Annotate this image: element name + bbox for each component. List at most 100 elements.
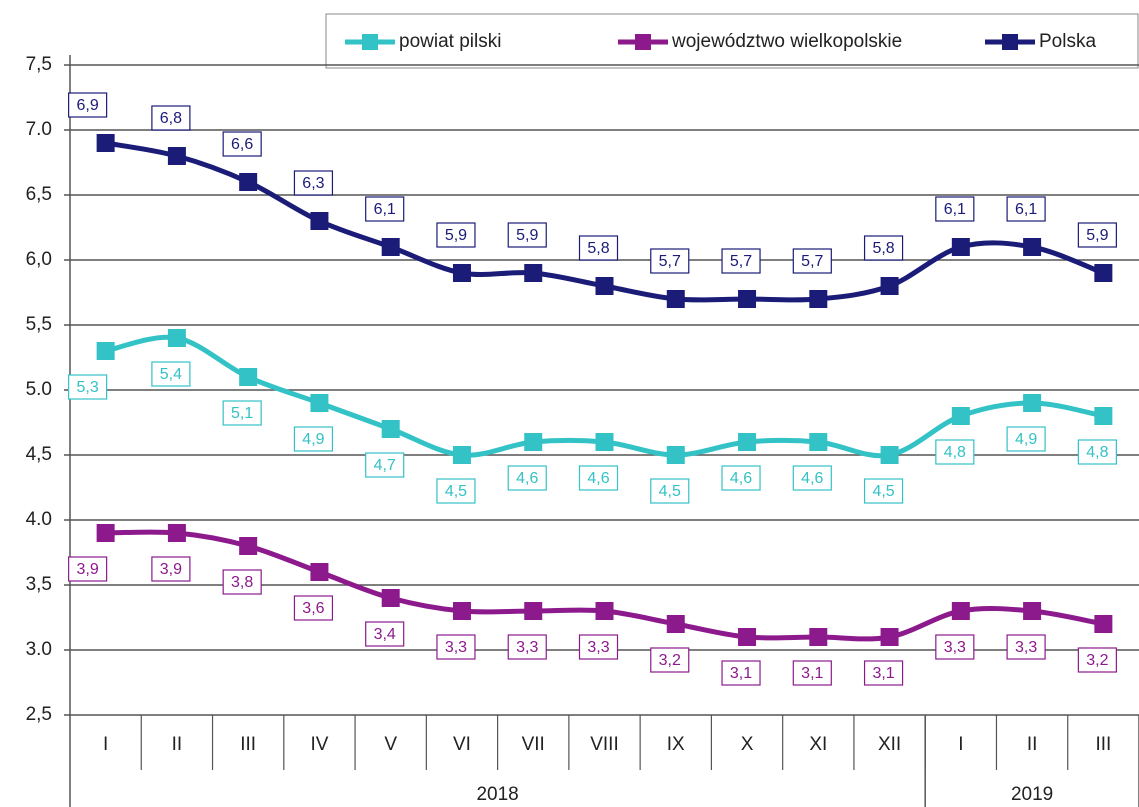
point-marker [524,264,543,282]
y-tick-label: 7,5 [26,54,52,75]
data-label-box [1077,222,1117,248]
data-label: 4,6 [516,470,538,487]
point-marker [96,524,115,542]
y-tick-label: 4.0 [26,509,52,530]
point-marker [595,277,614,295]
data-label-box [935,634,975,660]
data-label-box [578,465,619,491]
point-marker [666,446,685,464]
legend-label: województwo wielkopolskie [671,31,902,52]
data-label-box [222,400,262,426]
data-label-box [222,569,262,595]
point-marker [239,537,258,555]
data-label: 6,1 [1015,201,1037,218]
point-marker [167,329,186,347]
data-label-box [863,660,904,686]
point-marker [738,628,757,646]
x-tick-label: VIII [590,734,619,755]
point-marker [738,290,757,308]
point-marker [595,433,614,451]
legend-label: powiat pilski [399,31,501,52]
x-tick-label: IV [310,734,328,755]
point-marker [1094,615,1113,633]
point-marker [809,290,828,308]
point-marker [239,368,258,386]
point-marker [452,264,471,282]
data-label-box [863,478,904,504]
data-label-box [365,621,405,647]
data-label: 5,9 [516,227,538,244]
point-marker [524,433,543,451]
data-label: 5,1 [231,405,253,422]
data-label: 6,6 [231,136,253,153]
point-marker [1023,602,1042,620]
data-label-box [1006,196,1046,222]
data-label-box [293,426,334,452]
data-label: 4,7 [374,457,396,474]
data-label: 5,7 [801,253,823,270]
data-label: 4,9 [302,431,324,448]
data-label: 3,3 [1015,639,1037,656]
data-label-box [151,105,191,131]
x-tick-label: XII [878,734,901,755]
data-label-box [721,248,761,274]
point-marker [880,277,899,295]
data-label-box [721,465,761,491]
data-label: 5,9 [1086,227,1108,244]
data-label-box [1006,426,1046,452]
data-label-box [68,556,108,582]
data-label: 5,9 [445,227,467,244]
x-tick-label: II [1027,734,1038,755]
x-tick-label: X [741,734,754,755]
point-marker [880,628,899,646]
legend-label: Polska [1039,31,1096,52]
point-marker [809,628,828,646]
data-label-box [365,452,405,478]
data-label: 6,3 [302,175,324,192]
data-label-box [1077,439,1117,465]
data-label-box [721,660,761,686]
data-label-box [578,634,619,660]
data-label: 4,5 [659,483,681,500]
data-label-box [792,660,832,686]
data-label: 5,8 [872,240,894,257]
data-label-box [650,478,690,504]
data-label: 3,4 [374,626,396,643]
point-marker [1094,264,1113,282]
data-label-box [507,222,547,248]
point-marker [381,589,400,607]
data-label: 3,1 [730,665,752,682]
data-label-box [68,92,108,118]
year-label: 2018 [476,784,518,805]
data-label: 4,9 [1015,431,1037,448]
data-label: 4,6 [587,470,609,487]
data-label: 3,3 [516,639,538,656]
x-tick-label: I [958,734,963,755]
point-marker [951,238,970,256]
data-label-box [507,634,547,660]
point-marker [452,446,471,464]
data-label: 4,6 [730,470,752,487]
x-tick-label: I [103,734,108,755]
point-marker [1023,394,1042,412]
y-tick-label: 3,5 [26,574,52,595]
x-tick-label: VII [522,734,545,755]
data-label-box [151,361,191,387]
data-label-box [507,465,547,491]
point-marker [381,238,400,256]
point-marker [381,420,400,438]
point-marker [880,446,899,464]
point-marker [310,212,329,230]
data-label: 3,9 [160,561,182,578]
legend-marker [1002,34,1018,50]
data-label: 3,3 [445,639,467,656]
data-label: 5,4 [160,366,182,383]
data-label: 4,6 [801,470,823,487]
point-marker [666,615,685,633]
point-marker [1094,407,1113,425]
point-marker [524,602,543,620]
point-marker [167,147,186,165]
data-label-box [293,170,334,196]
